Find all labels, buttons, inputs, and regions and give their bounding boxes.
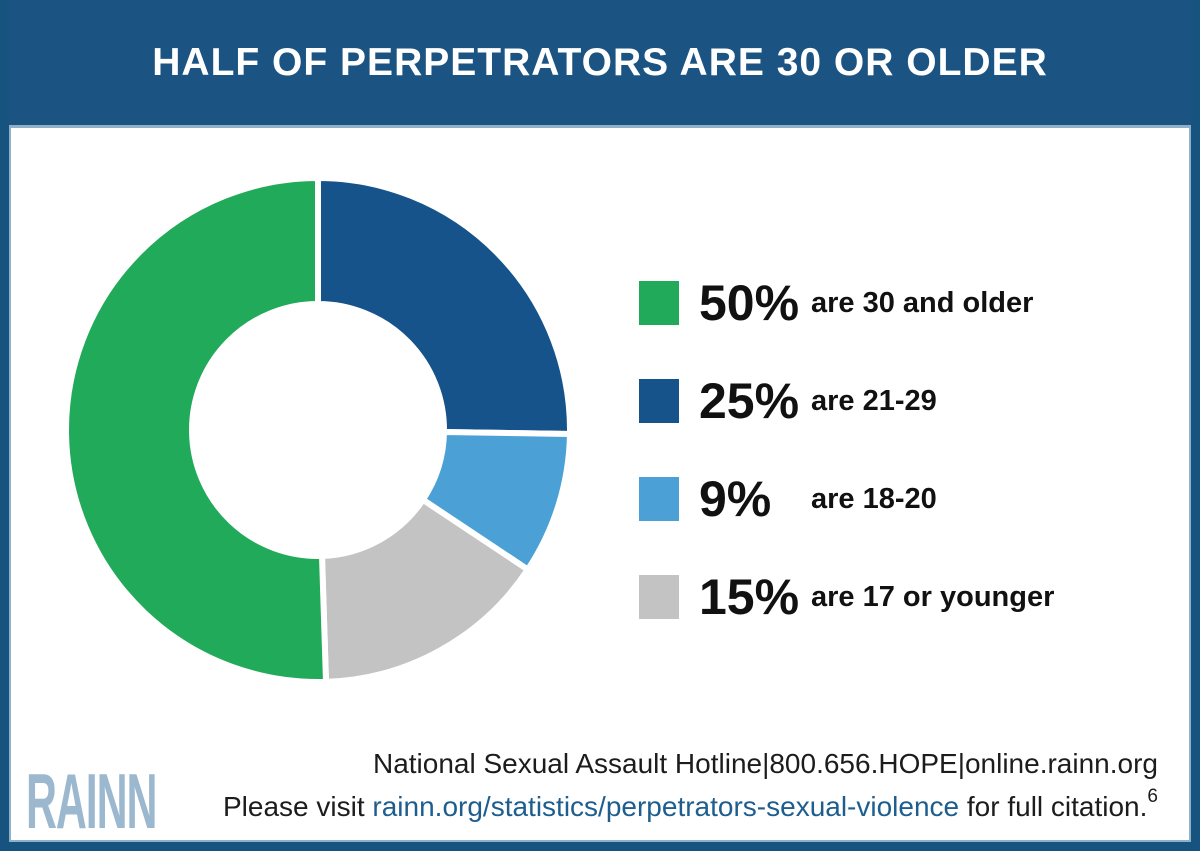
- hotline-line: National Sexual Assault Hotline|800.656.…: [372, 748, 1158, 779]
- citation-line: Please visit rainn.org/statistics/perpet…: [223, 785, 1158, 828]
- citation-superscript: 6: [1147, 786, 1158, 807]
- legend-label: are 17 or younger: [811, 580, 1055, 613]
- legend-percent: 9%: [699, 471, 772, 527]
- legend-swatch-navy: [639, 379, 679, 423]
- citation-suffix: for full citation.: [959, 791, 1148, 822]
- donut-slice-25%: [315, 174, 573, 438]
- legend-item: 9% are 18-20: [639, 471, 1054, 527]
- citation-link[interactable]: rainn.org/statistics/perpetrators-sexual…: [372, 791, 960, 822]
- legend-swatch-green: [639, 281, 679, 325]
- legend-item: 25% are 21-29: [639, 373, 1054, 429]
- legend-label: are 21-29: [811, 384, 937, 417]
- footer-text: National Sexual Assault Hotline|800.656.…: [223, 742, 1158, 828]
- chart-legend: 50% are 30 and older 25% are 21-29 9% ar…: [639, 275, 1055, 672]
- legend-percent: 50%: [699, 275, 800, 331]
- donut-slice-50%: [63, 174, 330, 685]
- legend-item: 50% are 30 and older: [639, 275, 1054, 331]
- donut-chart: [63, 174, 574, 685]
- donut-slice-15%: [318, 495, 532, 685]
- legend-swatch-lightblue: [639, 477, 679, 521]
- legend-item: 15% are 17 or younger: [639, 569, 1055, 625]
- legend-label: are 18-20: [811, 482, 937, 515]
- citation-prefix: Please visit: [223, 791, 373, 822]
- legend-label: are 30 and older: [811, 286, 1034, 319]
- legend-percent: 25%: [699, 373, 800, 429]
- rainn-logo: RAINN: [26, 757, 157, 845]
- legend-swatch-gray: [639, 575, 679, 619]
- legend-percent: 15%: [699, 569, 800, 625]
- page-title: HALF OF PERPETRATORS ARE 30 OR OLDER: [152, 40, 1048, 84]
- header-banner: HALF OF PERPETRATORS ARE 30 OR OLDER: [0, 0, 1200, 125]
